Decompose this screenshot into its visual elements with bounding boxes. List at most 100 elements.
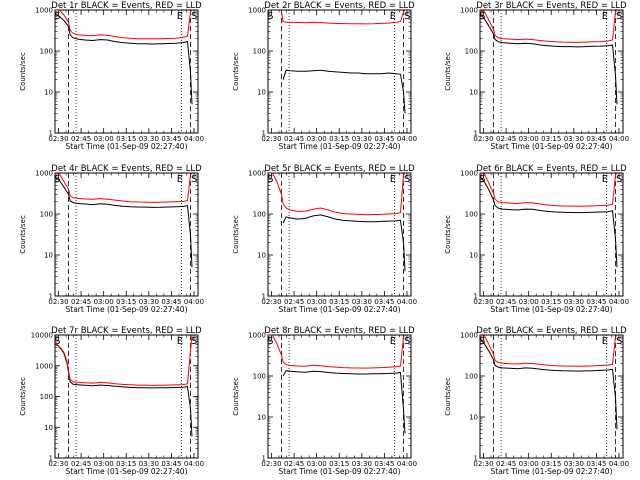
x-tick-label: 03:30 (564, 135, 584, 143)
y-tick-label: 1 (49, 455, 53, 463)
x-tick-label: 03:00 (94, 135, 114, 143)
y-axis-label: Counts/sec (444, 215, 452, 254)
segment-marker: E (602, 336, 608, 347)
segment-marker: S (404, 174, 410, 185)
panel-title: Det 8r BLACK = Events, RED = LLD (264, 326, 415, 336)
detector-panel-3: Det 3r BLACK = Events, RED = LLD 1 10 100 10… (444, 1, 629, 151)
panel-title: Det 9r BLACK = Events, RED = LLD (476, 326, 627, 336)
y-axis-label: Counts/sec (232, 215, 240, 254)
y-axis-label: Counts/sec (19, 215, 27, 254)
y-tick-label: 1 (262, 455, 266, 463)
x-axis-label: Start Time (01-Sep-09 02:27:40) (66, 467, 188, 476)
lld-series-line (55, 173, 193, 203)
x-axis-label: Start Time (01-Sep-09 02:27:40) (279, 467, 401, 476)
x-tick-label: 03:00 (307, 298, 327, 306)
x-axis-label: Start Time (01-Sep-09 02:27:40) (491, 467, 613, 476)
x-tick-label: 02:45 (496, 135, 516, 143)
y-tick-label: 1000 (460, 332, 478, 340)
x-tick-label: 04:00 (609, 298, 629, 306)
segment-marker: E (602, 11, 608, 22)
events-series-line (282, 214, 406, 272)
detector-panel-8: Det 8r BLACK = Events, RED = LLD 1 10 100 10… (232, 326, 417, 476)
lld-series-line (268, 335, 406, 369)
x-axis-label: Start Time (01-Sep-09 02:27:40) (279, 142, 401, 151)
segment-marker: E (177, 174, 183, 185)
x-tick-label: 04:00 (184, 135, 204, 143)
x-tick-label: 02:45 (71, 460, 91, 468)
segment-marker: E (390, 336, 396, 347)
x-tick-label: 03:45 (586, 135, 606, 143)
x-tick-label: 03:30 (139, 135, 159, 143)
segment-marker: S (616, 174, 622, 185)
events-series-line (55, 176, 193, 268)
segment-marker: S (54, 11, 60, 22)
lld-series-line (480, 173, 618, 207)
lld-series-line (55, 335, 193, 386)
y-tick-label: 1 (474, 455, 478, 463)
series-group (480, 10, 618, 105)
panel-title: Det 3r BLACK = Events, RED = LLD (476, 1, 627, 11)
events-series-line (282, 370, 406, 434)
x-tick-label: 03:15 (541, 298, 561, 306)
series-group (55, 173, 193, 268)
x-axis-label: Start Time (01-Sep-09 02:27:40) (279, 305, 401, 314)
segment-marker: S (191, 174, 197, 185)
y-tick-label: 10 (44, 252, 53, 260)
segment-marker: E (177, 336, 183, 347)
events-series-line (480, 13, 618, 105)
y-axis-label: Counts/sec (232, 377, 240, 416)
y-tick-label: 1000 (35, 362, 53, 370)
y-tick-label: 1000 (460, 170, 478, 178)
y-tick-label: 1 (49, 130, 53, 138)
x-tick-label: 03:00 (94, 460, 114, 468)
x-tick-label: 03:15 (329, 298, 349, 306)
segment-marker: S (54, 336, 60, 347)
segment-marker: E (390, 11, 396, 22)
y-tick-label: 100 (40, 393, 53, 401)
lld-series-line (55, 10, 193, 40)
detector-panel-7: Det 7r BLACK = Events, RED = LLD 1 10 100 10… (19, 326, 204, 476)
x-tick-label: 03:00 (519, 298, 539, 306)
x-tick-label: 03:15 (329, 460, 349, 468)
x-tick-label: 03:15 (116, 135, 136, 143)
x-tick-label: 03:45 (374, 460, 394, 468)
y-tick-label: 1 (262, 130, 266, 138)
x-tick-label: 02:30 (48, 135, 68, 143)
y-tick-label: 10 (469, 414, 478, 422)
x-tick-label: 02:30 (261, 298, 281, 306)
detector-panel-9: Det 9r BLACK = Events, RED = LLD 1 10 100 10… (444, 326, 629, 476)
series-group (281, 10, 406, 114)
series-group (55, 335, 193, 437)
y-axis-label: Counts/sec (19, 377, 27, 416)
y-axis-label: Counts/sec (444, 52, 452, 91)
x-tick-label: 03:30 (352, 298, 372, 306)
events-series-line (55, 13, 193, 105)
x-tick-label: 03:15 (116, 460, 136, 468)
x-tick-label: 02:30 (48, 460, 68, 468)
x-axis-label: Start Time (01-Sep-09 02:27:40) (66, 305, 188, 314)
x-tick-label: 03:15 (541, 460, 561, 468)
x-axis-label: Start Time (01-Sep-09 02:27:40) (491, 142, 613, 151)
x-tick-label: 03:45 (586, 460, 606, 468)
y-tick-label: 1 (262, 293, 266, 301)
lld-series-line (480, 335, 618, 367)
x-tick-label: 04:00 (397, 460, 417, 468)
x-tick-label: 03:30 (352, 135, 372, 143)
x-tick-label: 02:30 (473, 135, 493, 143)
x-tick-label: 03:00 (307, 135, 327, 143)
series-group (55, 10, 193, 105)
x-tick-label: 03:15 (116, 298, 136, 306)
series-group (480, 335, 618, 430)
y-tick-label: 10 (469, 89, 478, 97)
panel-title: Det 6r BLACK = Events, RED = LLD (476, 164, 627, 174)
y-tick-label: 1 (49, 293, 53, 301)
detector-panel-4: Det 4r BLACK = Events, RED = LLD 1 10 100 10… (19, 164, 204, 314)
segment-marker: S (267, 174, 273, 185)
y-axis-label: Counts/sec (444, 377, 452, 416)
x-tick-label: 03:45 (161, 460, 181, 468)
y-tick-label: 100 (253, 373, 266, 381)
x-tick-label: 02:30 (261, 460, 281, 468)
y-tick-label: 100 (40, 211, 53, 219)
x-tick-label: 03:45 (161, 135, 181, 143)
